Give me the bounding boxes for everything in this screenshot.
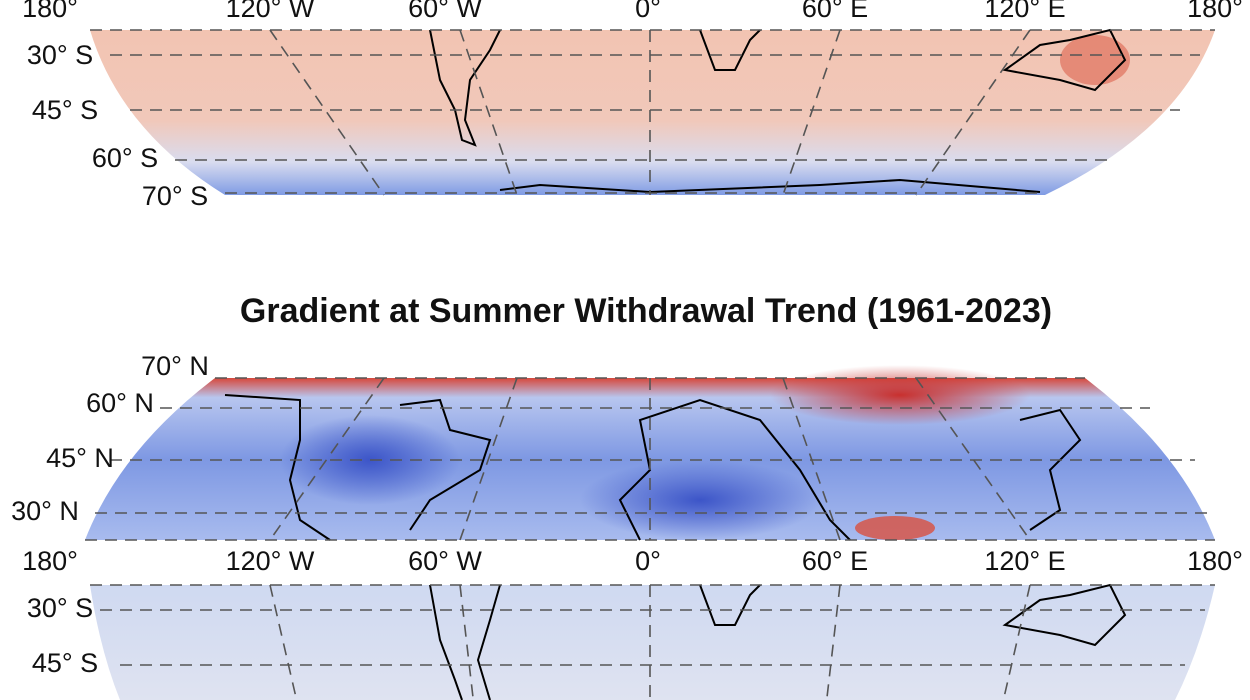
coastline xyxy=(699,584,761,626)
coastline xyxy=(1002,583,1127,647)
lon-label: 60° W xyxy=(408,0,482,23)
grid-line xyxy=(915,29,1031,196)
lat-label: 30° S xyxy=(27,593,93,623)
lon-label: 180° xyxy=(22,0,78,23)
lon-label: 120° E xyxy=(984,0,1065,23)
grid-line xyxy=(269,29,385,196)
grid-line xyxy=(269,377,385,541)
coastline xyxy=(618,398,851,541)
grid-line xyxy=(459,29,518,196)
lon-label: 120° E xyxy=(984,546,1065,576)
lat-label: 60° S xyxy=(92,695,158,700)
south-panel-top xyxy=(90,28,1215,195)
grid-line xyxy=(782,29,841,196)
grid-line xyxy=(782,377,841,541)
south-panel-bottom xyxy=(90,583,1215,700)
coastline xyxy=(429,29,501,147)
coastline xyxy=(1002,28,1127,92)
coastline xyxy=(499,178,1041,194)
heat-patch xyxy=(1060,35,1130,85)
lon-label: 180° xyxy=(1187,546,1243,576)
lat-label: 60° N xyxy=(86,388,154,418)
lon-label: 180° xyxy=(22,546,78,576)
graticule xyxy=(85,29,1215,700)
lat-label: 30° N xyxy=(11,496,79,526)
grid-line xyxy=(459,377,518,541)
heat-patch xyxy=(855,516,935,540)
lat-label: 45° S xyxy=(32,95,98,125)
lat-label: 45° N xyxy=(46,443,114,473)
lat-label: 60° S xyxy=(92,143,158,173)
lon-label: 60° E xyxy=(802,546,868,576)
lon-label: 60° E xyxy=(802,0,868,23)
lat-label: 70° N xyxy=(141,351,209,381)
lon-label: 60° W xyxy=(408,546,482,576)
coastline xyxy=(699,29,761,71)
lon-label: 120° W xyxy=(226,546,315,576)
coastline xyxy=(399,398,492,531)
lat-label: 45° S xyxy=(32,648,98,678)
map-area xyxy=(90,585,1215,700)
lon-label: 0° xyxy=(635,0,661,23)
map-area xyxy=(90,30,1215,195)
lat-label: 30° S xyxy=(27,40,93,70)
heat-patch xyxy=(770,365,1030,425)
labels: 180° 120° W 60° W 0° 60° E 120° E 180° 30° S 45°… xyxy=(11,0,1243,700)
cold-patch xyxy=(580,460,820,540)
lon-label: 180° xyxy=(1187,0,1243,23)
panel-title: Gradient at Summer Withdrawal Trend (196… xyxy=(240,292,1052,330)
grid-line xyxy=(915,377,1031,541)
lon-label: 120° W xyxy=(226,0,315,23)
lat-label: 70° S xyxy=(142,181,208,211)
lon-label: 0° xyxy=(635,546,661,576)
coastline xyxy=(429,584,501,700)
